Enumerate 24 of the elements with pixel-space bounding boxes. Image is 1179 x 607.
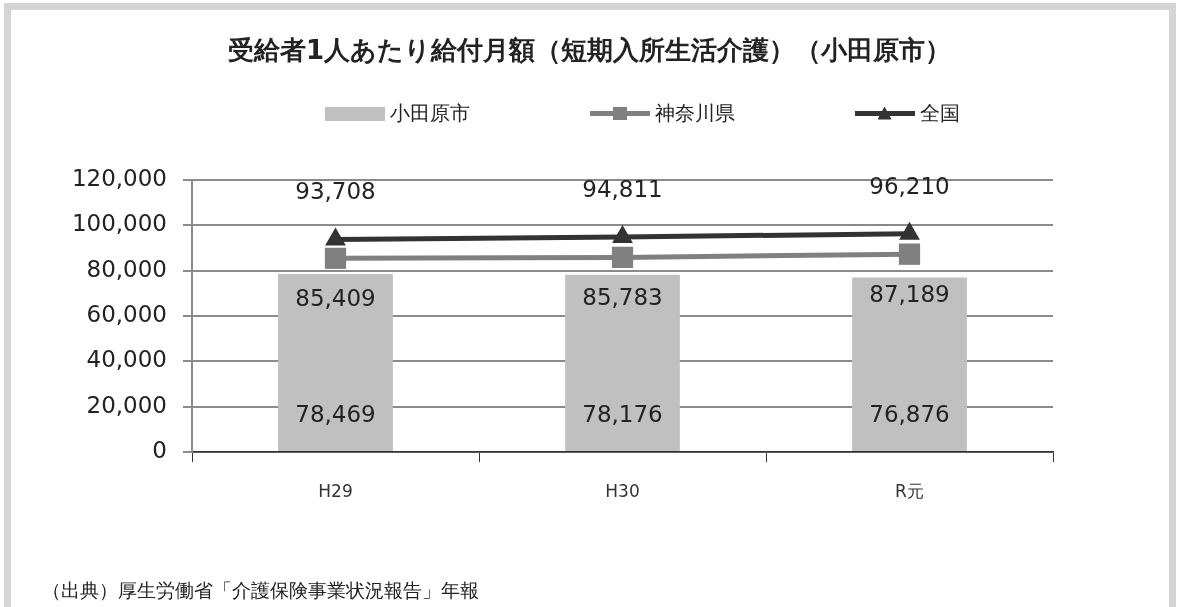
y-tick-label: 120,000 xyxy=(71,164,167,191)
y-tick-label: 20,000 xyxy=(86,391,167,418)
x-tick-label: H29 xyxy=(318,480,353,501)
data-label: 78,176 xyxy=(582,400,663,427)
data-label: 85,409 xyxy=(295,285,376,312)
y-tick-label: 100,000 xyxy=(71,210,167,237)
data-label: 93,708 xyxy=(295,178,376,205)
x-tick-label: H30 xyxy=(605,480,640,501)
data-label: 94,811 xyxy=(582,175,663,202)
x-tick-label: R元 xyxy=(895,480,924,501)
text: （出典）厚生労働省「介護保険事業状況報告」年報 xyxy=(42,578,479,603)
data-label: 96,210 xyxy=(869,172,950,199)
legend-label: 全国 xyxy=(919,100,960,127)
legend-label: 小田原市 xyxy=(389,100,470,127)
y-tick-label: 60,000 xyxy=(86,300,167,327)
data-label: 76,876 xyxy=(869,400,950,427)
legend-label: 神奈川県 xyxy=(654,100,735,127)
data-label: 78,469 xyxy=(295,400,376,427)
chart-title: 受給者1人あたり給付月額（短期入所生活介護）（小田原市） xyxy=(226,34,953,67)
y-tick-label: 80,000 xyxy=(86,255,167,282)
data-label: 87,189 xyxy=(869,281,950,308)
y-tick-label: 40,000 xyxy=(86,346,167,373)
y-tick-label: 0 xyxy=(152,436,167,463)
data-label: 85,783 xyxy=(582,284,663,311)
